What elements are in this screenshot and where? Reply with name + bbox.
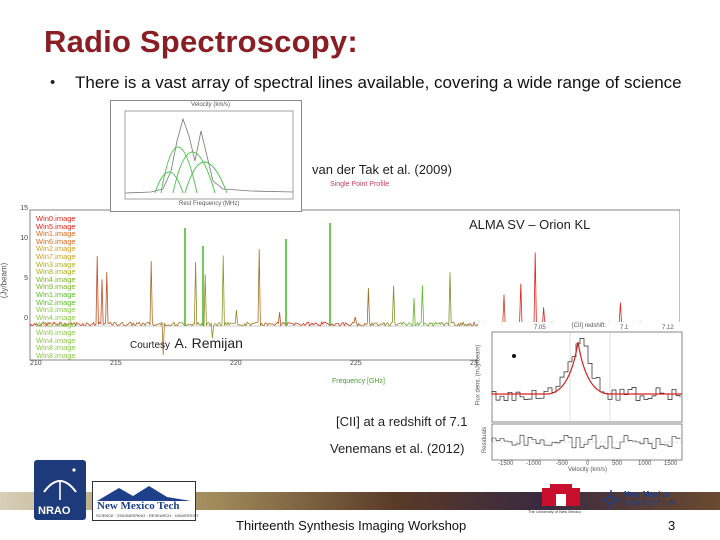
bullet-marker: • xyxy=(50,74,56,91)
alma-window-label: Win0.image xyxy=(36,214,76,223)
alma-window-label: Win7.image xyxy=(36,251,76,261)
nmt-tagline: SCIENCE · ENGINEERING · RESEARCH · UNIVE… xyxy=(96,513,199,518)
mountain-icon xyxy=(97,486,191,501)
consortium-line1: New Mexico xyxy=(624,490,670,499)
cii-reference: Venemans et al. (2012) xyxy=(330,441,465,456)
courtesy-label: Courtesy xyxy=(130,340,171,351)
alma-window-label: Win3.image xyxy=(36,259,76,269)
alma-x-tick: 225 xyxy=(350,360,362,367)
cii-y-label-bottom: Residuals xyxy=(482,426,489,454)
cii-v-tick: 1000 xyxy=(638,461,652,467)
alma-y-ticks: 15 10 5 0 xyxy=(12,205,28,358)
alma-window-label: Win1.image xyxy=(36,289,76,299)
alma-window-label: Win9.image xyxy=(36,282,76,292)
alma-window-label: Win5.image xyxy=(36,320,76,330)
cii-z-tick: 7.12 xyxy=(662,325,674,331)
nmt-name: New Mexico Tech xyxy=(97,500,180,512)
alma-y-tick: 15 xyxy=(20,205,28,212)
nrao-label: NRAO xyxy=(38,505,71,517)
vdtak-caption: van der Tak et al. (2009) xyxy=(312,162,452,177)
alma-x-tick: 230 xyxy=(470,360,482,367)
cii-v-tick: 500 xyxy=(612,461,623,467)
alma-courtesy: Courtesy A. Remijan xyxy=(130,335,243,353)
radio-telescope-icon xyxy=(43,468,77,500)
vdtak-header: Velocity (km/s) xyxy=(191,102,231,108)
cii-z-tick: 7.05 xyxy=(534,325,546,331)
alma-x-tick: 220 xyxy=(230,360,242,367)
alma-window-legend: Win0.image Win5.image Win1.image Win6.image… xyxy=(36,215,96,360)
alma-window-label: Win1.image xyxy=(36,229,76,239)
cii-v-tick: -1500 xyxy=(498,461,514,467)
alma-x-label: Frequency [GHz] xyxy=(332,378,385,385)
nrao-logo: NRAO xyxy=(34,460,86,520)
alma-y-tick: 5 xyxy=(24,275,28,282)
alma-x-tick: 210 xyxy=(30,360,42,367)
alma-window-label: Win4.image xyxy=(36,312,76,322)
alma-window-label: Win4.image xyxy=(36,335,76,345)
cii-v-tick: 1500 xyxy=(664,461,678,467)
alma-caption: ALMA SV – Orion KL xyxy=(469,217,591,232)
cii-z-tick: 7.1 xyxy=(620,325,629,331)
cii-redshift-label: [CII] redshift: xyxy=(572,323,607,329)
page-number: 3 xyxy=(668,518,676,533)
cii-v-tick: 0 xyxy=(586,461,590,467)
alma-y-tick: 0 xyxy=(24,315,28,322)
footer-workshop-title: Thirteenth Synthesis Imaging Workshop xyxy=(236,518,467,533)
unm-building-icon xyxy=(542,484,580,506)
cii-inset: [CII] redshift: 7.05 7.1 7.12 -1500 -100… xyxy=(475,322,688,473)
zia-sun-icon xyxy=(601,490,621,510)
cii-v-tick: -500 xyxy=(556,461,569,467)
alma-window-label: Win4.image xyxy=(36,274,76,284)
cii-caption: [CII] at a redshift of 7.1 xyxy=(336,414,468,429)
cii-x-label: Velocity (km/s) xyxy=(568,467,608,473)
unm-logo: The University of New Mexico xyxy=(528,482,594,518)
alma-x-tick: 215 xyxy=(110,360,122,367)
alma-window-label: Win6.image xyxy=(36,327,76,337)
bullet-text: There is a vast array of spectral lines … xyxy=(75,73,682,92)
consortium-line2: CONSORTIUM xyxy=(624,500,677,507)
alma-window-label: Win2.image xyxy=(36,244,76,254)
vdtak-spectrum xyxy=(124,110,294,200)
unm-label: The University of New Mexico xyxy=(528,509,581,514)
vdtak-sub-caption: Single Point Profile xyxy=(330,181,390,188)
cii-spectrum xyxy=(491,331,683,461)
alma-y-label: (Jy/beam) xyxy=(0,262,9,299)
alma-window-label: Win2.image xyxy=(36,297,76,307)
cii-v-tick: -1000 xyxy=(526,461,542,467)
alma-window-label: Win8.image xyxy=(36,350,76,360)
courtesy-name: A. Remijan xyxy=(174,335,243,351)
cii-y-label-top: Flux dens. (mJy/beam) xyxy=(475,344,482,406)
alma-spectrum-panel: 15 10 5 0 (Jy/beam) 210 215 220 225 230 … xyxy=(0,205,680,367)
consortium-logo: New Mexico CONSORTIUM xyxy=(600,488,688,512)
alma-y-tick: 10 xyxy=(20,235,28,242)
slide-title: Radio Spectroscopy: xyxy=(44,24,358,59)
alma-window-label: Win3.image xyxy=(36,305,76,315)
vdtak-x-label: Rest Frequency (MHz) xyxy=(179,201,240,207)
alma-window-label: Win8.image xyxy=(36,343,76,353)
alma-window-label: Win8.image xyxy=(36,267,76,277)
vdtak-inset: Velocity (km/s) Rest Frequency (MHz) xyxy=(110,100,302,212)
alma-window-label: Win6.image xyxy=(36,236,76,246)
nmt-logo: New Mexico Tech SCIENCE · ENGINEERING · … xyxy=(92,481,199,521)
alma-window-label: Win5.image xyxy=(36,221,76,231)
